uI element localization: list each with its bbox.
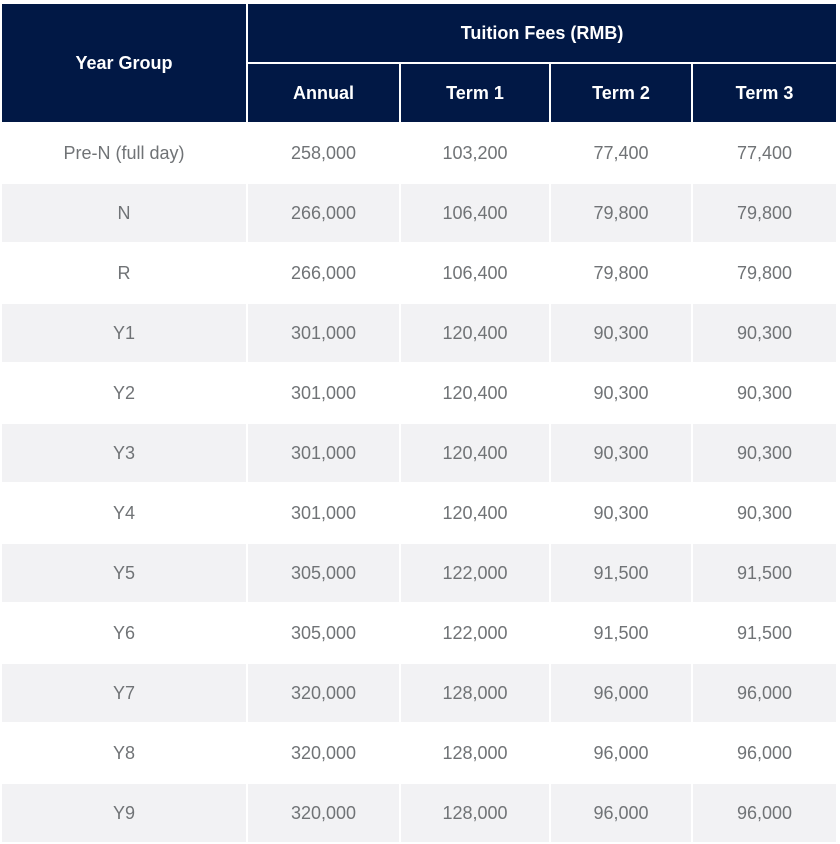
year-group-cell: N	[2, 182, 248, 244]
year-group-cell: Pre-N (full day)	[2, 122, 248, 184]
year-group-cell: Y2	[2, 362, 248, 424]
term2-column-header: Term 2	[549, 62, 693, 124]
annual-fee-cell: 258,000	[246, 122, 401, 184]
term3-fee-cell: 90,300	[690, 422, 837, 484]
term3-fee-cell: 90,300	[690, 302, 837, 364]
annual-fee-cell: 320,000	[246, 662, 401, 724]
year-group-cell: Y7	[2, 662, 248, 724]
annual-fee-cell: 320,000	[246, 782, 401, 844]
term3-column-header: Term 3	[690, 62, 837, 124]
term3-fee-cell: 96,000	[690, 722, 837, 784]
annual-fee-cell: 301,000	[246, 362, 401, 424]
term1-fee-cell: 122,000	[399, 542, 551, 604]
table-row: Y5 305,000 122,000 91,500 91,500	[2, 542, 837, 604]
year-group-cell: Y8	[2, 722, 248, 784]
tuition-fees-table: Year Group Tuition Fees (RMB) Annual Ter…	[2, 4, 837, 844]
term1-fee-cell: 106,400	[399, 242, 551, 304]
annual-fee-cell: 266,000	[246, 182, 401, 244]
year-group-cell: Y3	[2, 422, 248, 484]
annual-fee-cell: 305,000	[246, 542, 401, 604]
year-group-cell: Y1	[2, 302, 248, 364]
table-row: Y2 301,000 120,400 90,300 90,300	[2, 362, 837, 424]
annual-fee-cell: 266,000	[246, 242, 401, 304]
table-row: Y7 320,000 128,000 96,000 96,000	[2, 662, 837, 724]
term3-fee-cell: 79,800	[690, 182, 837, 244]
table-row: Y4 301,000 120,400 90,300 90,300	[2, 482, 837, 544]
table-row: Y8 320,000 128,000 96,000 96,000	[2, 722, 837, 784]
table-row: Y3 301,000 120,400 90,300 90,300	[2, 422, 837, 484]
term2-fee-cell: 79,800	[549, 242, 693, 304]
table-row: R 266,000 106,400 79,800 79,800	[2, 242, 837, 304]
table-body: Pre-N (full day) 258,000 103,200 77,400 …	[2, 122, 837, 844]
year-group-cell: R	[2, 242, 248, 304]
table-header: Year Group Tuition Fees (RMB) Annual Ter…	[2, 4, 837, 124]
table-row: Y1 301,000 120,400 90,300 90,300	[2, 302, 837, 364]
term2-fee-cell: 79,800	[549, 182, 693, 244]
annual-fee-cell: 301,000	[246, 482, 401, 544]
term2-fee-cell: 90,300	[549, 422, 693, 484]
annual-fee-cell: 301,000	[246, 302, 401, 364]
term3-fee-cell: 91,500	[690, 602, 837, 664]
term1-fee-cell: 120,400	[399, 302, 551, 364]
term1-fee-cell: 120,400	[399, 482, 551, 544]
term2-fee-cell: 90,300	[549, 362, 693, 424]
term1-fee-cell: 120,400	[399, 362, 551, 424]
term3-fee-cell: 77,400	[690, 122, 837, 184]
term3-fee-cell: 79,800	[690, 242, 837, 304]
year-group-cell: Y9	[2, 782, 248, 844]
term3-fee-cell: 96,000	[690, 782, 837, 844]
annual-fee-cell: 320,000	[246, 722, 401, 784]
annual-fee-cell: 301,000	[246, 422, 401, 484]
term1-fee-cell: 128,000	[399, 782, 551, 844]
tuition-fees-group-header: Tuition Fees (RMB)	[245, 4, 837, 64]
term1-fee-cell: 128,000	[399, 722, 551, 784]
tuition-fees-table-container: Year Group Tuition Fees (RMB) Annual Ter…	[2, 4, 837, 844]
term2-fee-cell: 96,000	[549, 662, 693, 724]
year-group-header: Year Group	[2, 4, 248, 124]
year-group-cell: Y6	[2, 602, 248, 664]
term3-fee-cell: 90,300	[690, 362, 837, 424]
term2-fee-cell: 90,300	[549, 302, 693, 364]
year-group-cell: Y5	[2, 542, 248, 604]
term1-fee-cell: 122,000	[399, 602, 551, 664]
table-row: Y9 320,000 128,000 96,000 96,000	[2, 782, 837, 844]
table-row: N 266,000 106,400 79,800 79,800	[2, 182, 837, 244]
term2-fee-cell: 91,500	[549, 602, 693, 664]
term3-fee-cell: 91,500	[690, 542, 837, 604]
term2-fee-cell: 96,000	[549, 722, 693, 784]
table-row: Y6 305,000 122,000 91,500 91,500	[2, 602, 837, 664]
year-group-cell: Y4	[2, 482, 248, 544]
term1-fee-cell: 103,200	[399, 122, 551, 184]
term2-fee-cell: 77,400	[549, 122, 693, 184]
term2-fee-cell: 90,300	[549, 482, 693, 544]
term1-column-header: Term 1	[399, 62, 551, 124]
term3-fee-cell: 96,000	[690, 662, 837, 724]
table-row: Pre-N (full day) 258,000 103,200 77,400 …	[2, 122, 837, 184]
term1-fee-cell: 120,400	[399, 422, 551, 484]
term2-fee-cell: 96,000	[549, 782, 693, 844]
annual-fee-cell: 305,000	[246, 602, 401, 664]
term1-fee-cell: 106,400	[399, 182, 551, 244]
term2-fee-cell: 91,500	[549, 542, 693, 604]
term3-fee-cell: 90,300	[690, 482, 837, 544]
annual-column-header: Annual	[246, 62, 401, 124]
term1-fee-cell: 128,000	[399, 662, 551, 724]
